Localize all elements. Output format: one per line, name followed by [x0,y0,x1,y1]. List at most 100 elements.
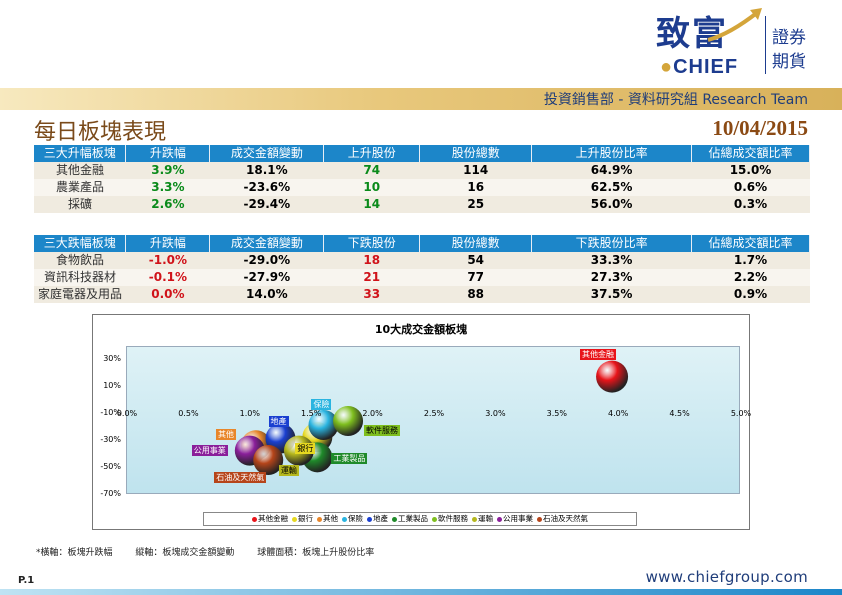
legend-label: 工業製品 [398,514,428,523]
table-row: 其他金融 3.9% 18.1% 74 114 64.9% 15.0% [34,162,810,179]
y-tick-label: -10% [100,408,121,418]
legend-marker-icon [317,516,322,522]
gainers-table: 三大升幅板塊 升跌幅 成交金額變動 上升股份 股份總數 上升股份比率 佔總成交額… [34,145,810,213]
legend-marker-icon [537,516,542,522]
legend-marker-icon [497,516,502,522]
plot-area: 0.0% 0.5% 1.0% 1.5% 2.0% 2.5% 3.0% 3.5% 4.0% 4.5%… [117,346,751,494]
x-tick-label: 1.0% [239,409,260,419]
department-line: 投資銷售部 - 資料研究組 Research Team [543,92,808,108]
total-cell: 25 [419,196,532,213]
gainers-header-row: 三大升幅板塊 升跌幅 成交金額變動 上升股份 股份總數 上升股份比率 佔總成交額… [34,145,810,162]
bubble-data-label: 其他金融 [580,348,617,360]
legend-marker-icon [252,516,257,522]
logo-divider [765,16,766,74]
y-tick-label: -30% [100,435,121,445]
ratio-cell: 33.3% [531,252,692,269]
share-cell: 2.2% [691,269,810,286]
count-cell: 74 [323,162,420,179]
x-tick-label: 5.0% [730,409,752,419]
bubble-data-label: 保險 [311,399,332,411]
bubble-data-label: 軟件服務 [364,425,401,436]
x-tick-label: 4.5% [669,409,690,419]
sector-name: 食物飲品 [34,252,126,269]
legend-label: 其他 [323,514,338,523]
bubble-data-label: 石油及天然氣 [214,472,267,484]
bubble-data-label: 其他 [215,429,236,441]
legend-marker-icon [292,516,297,522]
legend-label: 銀行 [298,514,313,523]
change-cell: -0.1% [125,269,210,286]
legend-label: 公用事業 [503,514,533,523]
table-header-cell: 升跌幅 [125,145,211,162]
footer-bar [0,589,842,595]
bubble-data-label: 運輸 [278,464,299,476]
y-tick-label: 10% [103,381,121,391]
company-logo: 致富 ●CHIEF 證券 期貨 [640,2,840,82]
chart-legend: 其他金融 銀行 其他 保險 地產 工業製品 軟件服務 運輸 公用事業 石油及天然氣 [203,512,637,526]
count-cell: 33 [323,286,420,303]
share-cell: 0.3% [691,196,810,213]
turnover-change-cell: 14.0% [209,286,324,303]
table-header-cell: 上升股份 [323,145,421,162]
sector-name: 採礦 [34,196,126,213]
legend-label: 其他金融 [258,514,288,523]
legend-label: 運輸 [478,514,493,523]
table-header-cell: 佔總成交額比率 [691,235,810,252]
bubble [596,360,629,393]
table-header-cell: 三大升幅板塊 [34,145,127,162]
footnote-x-axis: *橫軸：板塊升跌幅 [36,548,113,558]
website-link[interactable]: www.chiefgroup.com [645,568,808,586]
legend-item: 地產 [367,513,388,525]
legend-item: 工業製品 [392,513,428,525]
losers-header-row: 三大跌幅板塊 升跌幅 成交金額變動 下跌股份 股份總數 下跌股份比率 佔總成交額… [34,235,810,252]
sector-name: 資訊科技器材 [34,269,126,286]
logo-english-text: ●CHIEF [660,56,739,78]
legend-label: 保險 [348,514,363,523]
legend-marker-icon [472,516,477,522]
table-header-cell: 佔總成交額比率 [691,145,810,162]
total-cell: 114 [419,162,532,179]
total-cell: 16 [419,179,532,196]
ratio-cell: 56.0% [531,196,692,213]
table-row: 食物飲品 -1.0% -29.0% 18 54 33.3% 1.7% [34,252,810,269]
bubble [253,445,284,476]
sector-name: 家庭電器及用品 [34,286,126,303]
legend-item: 保險 [342,513,363,525]
y-tick-label: -70% [100,489,121,498]
table-row: 農業產品 3.3% -23.6% 10 16 62.5% 0.6% [34,179,810,196]
turnover-change-cell: -29.0% [209,252,324,269]
table-header-cell: 成交金額變動 [209,235,325,252]
x-tick-label: 0.5% [178,409,199,419]
footnote-bubble: 球體面積：板塊上升股份比率 [257,548,375,558]
ratio-cell: 62.5% [531,179,692,196]
legend-marker-icon [392,516,397,522]
count-cell: 21 [323,269,420,286]
legend-item: 石油及天然氣 [537,513,588,525]
losers-table: 三大跌幅板塊 升跌幅 成交金額變動 下跌股份 股份總數 下跌股份比率 佔總成交額… [34,235,810,303]
share-cell: 0.6% [691,179,810,196]
turnover-change-cell: -23.6% [209,179,324,196]
page-title: 每日板塊表現 [34,120,167,145]
ratio-cell: 27.3% [531,269,692,286]
legend-item: 銀行 [292,513,313,525]
bubble-data-label: 工業製品 [331,453,368,465]
table-header-cell: 股份總數 [419,235,533,252]
x-tick-label: 0.0% [116,409,138,419]
table-header-cell: 成交金額變動 [209,145,325,162]
legend-item: 公用事業 [497,513,533,525]
legend-label: 石油及天然氣 [543,514,588,523]
table-header-cell: 升跌幅 [125,235,211,252]
table-header-cell: 下跌股份 [323,235,421,252]
change-cell: 3.3% [125,179,210,196]
turnover-change-cell: 18.1% [209,162,324,179]
table-row: 採礦 2.6% -29.4% 14 25 56.0% 0.3% [34,196,810,213]
turnover-change-cell: -29.4% [209,196,324,213]
count-cell: 14 [323,196,420,213]
legend-item: 軟件服務 [432,513,468,525]
x-tick-label: 2.5% [423,409,445,419]
x-tick-label: 4.0% [608,409,629,419]
page-header [0,0,842,88]
turnover-change-cell: -27.9% [209,269,324,286]
chart-footnote: *橫軸：板塊升跌幅 縱軸：板塊成交金額變動 球體面積：板塊上升股份比率 [36,545,394,558]
footnote-y-axis: 縱軸：板塊成交金額變動 [135,548,235,558]
